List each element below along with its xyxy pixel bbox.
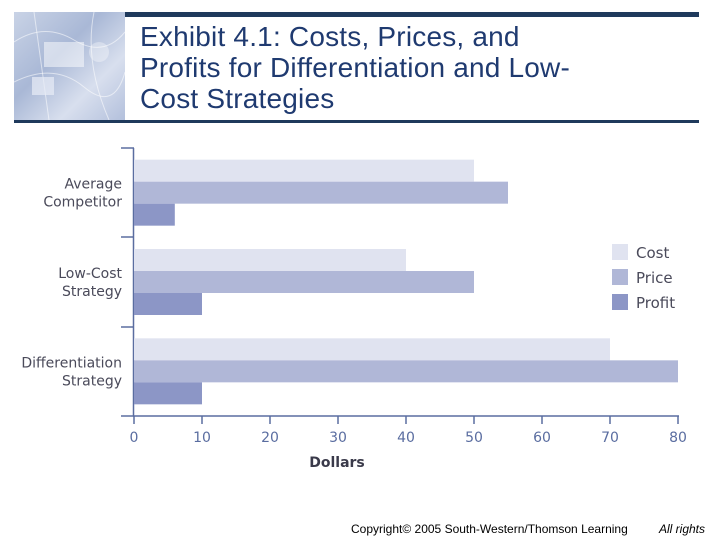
page-title: Exhibit 4.1: Costs, Prices, and Profits …: [140, 21, 700, 114]
bar-profit-2: [134, 382, 202, 405]
x-tick-label: 70: [601, 430, 619, 446]
title-line-3: Cost Strategies: [140, 83, 335, 114]
x-axis-title: Dollars: [309, 455, 365, 471]
x-tick-label: 80: [669, 430, 687, 446]
header-decorative-image: [14, 12, 125, 120]
header-top-rule: [125, 12, 699, 17]
rights-text: All rights: [659, 522, 706, 536]
category-label: Average: [65, 177, 123, 193]
category-label: Strategy: [62, 373, 122, 389]
bar-price-1: [134, 271, 474, 293]
x-tick-label: 10: [193, 430, 211, 446]
header-bottom-rule: [14, 120, 699, 123]
legend-swatch-price: [612, 269, 628, 285]
title-line-2: Profits for Differentiation and Low-: [140, 52, 571, 83]
x-tick-label: 40: [397, 430, 415, 446]
x-tick-label: 20: [261, 430, 279, 446]
bar-profit-0: [134, 203, 175, 226]
x-tick-label: 50: [465, 430, 483, 446]
category-label: Competitor: [43, 195, 122, 211]
x-tick-label: 30: [329, 430, 347, 446]
x-tick-label: 0: [130, 430, 139, 446]
category-label: Differentiation: [21, 355, 122, 371]
bar-cost-0: [134, 159, 474, 182]
copyright-text: Copyright© 2005 South-Western/Thomson Le…: [351, 522, 628, 536]
bar-profit-1: [134, 293, 202, 315]
bar-cost-2: [134, 338, 610, 361]
title-line-1: Exhibit 4.1: Costs, Prices, and: [140, 21, 520, 52]
category-label: Strategy: [62, 284, 122, 300]
x-tick-label: 60: [533, 430, 551, 446]
category-label: Low-Cost: [58, 266, 122, 282]
legend-label-price: Price: [636, 269, 673, 287]
bar-cost-1: [134, 249, 406, 271]
bar-price-2: [134, 360, 678, 383]
legend-label-cost: Cost: [636, 244, 669, 262]
legend-swatch-profit: [612, 294, 628, 310]
decorative-collage-icon: [14, 12, 125, 120]
legend-label-profit: Profit: [636, 294, 675, 312]
bar-price-0: [134, 181, 508, 204]
legend-swatch-cost: [612, 244, 628, 260]
